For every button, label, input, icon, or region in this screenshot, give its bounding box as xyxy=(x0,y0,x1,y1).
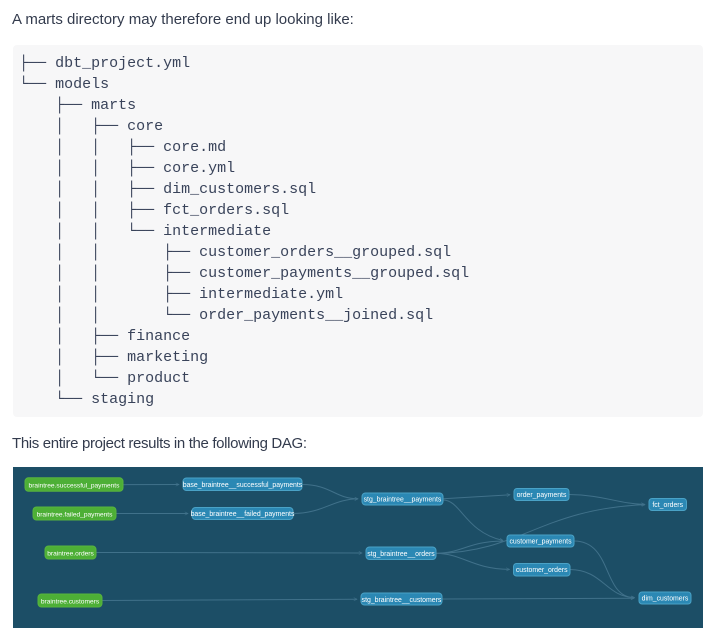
svg-text:stg_braintree__customers: stg_braintree__customers xyxy=(362,597,442,604)
svg-text:customer_payments: customer_payments xyxy=(509,539,572,546)
svg-text:stg_braintree__payments: stg_braintree__payments xyxy=(364,497,442,504)
svg-text:stg_braintree__orders: stg_braintree__orders xyxy=(367,551,435,558)
svg-text:braintree.customers: braintree.customers xyxy=(41,598,100,605)
svg-text:base_braintree__failed_payment: base_braintree__failed_payments xyxy=(191,511,295,518)
svg-text:braintree.successful_payments: braintree.successful_payments xyxy=(29,483,121,490)
svg-text:base_braintree__successful_pay: base_braintree__successful_payments xyxy=(183,482,303,489)
svg-text:braintree.failed_payments: braintree.failed_payments xyxy=(37,511,114,518)
svg-text:customer_orders: customer_orders xyxy=(516,567,568,574)
svg-text:dim_customers: dim_customers xyxy=(642,596,689,603)
svg-text:braintree.orders: braintree.orders xyxy=(47,550,94,557)
svg-text:fct_orders: fct_orders xyxy=(652,502,683,509)
svg-text:order_payments: order_payments xyxy=(517,492,567,499)
